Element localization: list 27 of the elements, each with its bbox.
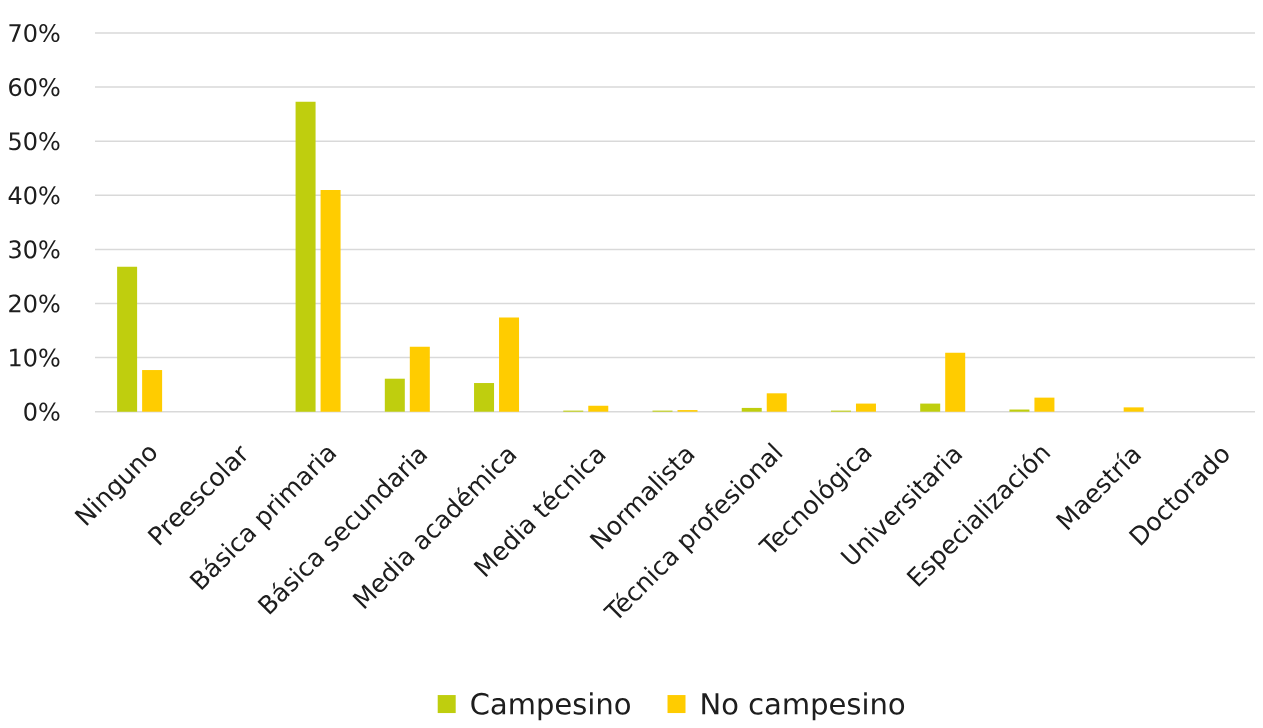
bar [409,346,430,412]
bar [1123,407,1144,412]
bar [474,383,495,412]
bar [588,405,609,412]
y-tick-label: 30% [9,240,60,259]
y-tick-label: 10% [10,348,60,367]
bar [920,403,941,412]
bar [855,403,876,412]
bar [766,393,787,412]
legend-label: Campesino [471,692,630,721]
bar [741,407,762,412]
y-tick-label: 60% [9,78,60,97]
bar [384,378,405,412]
y-tick-label: 40% [8,186,60,205]
bar [142,370,163,412]
bar [1009,409,1030,412]
bar [295,101,316,412]
y-tick-label: 20% [9,294,60,313]
bar [499,317,520,412]
y-tick-label: 0% [24,402,60,421]
bar [320,189,341,412]
legend-label: No campesino [702,692,905,721]
bar [1034,397,1055,412]
y-tick-label: 50% [9,132,60,151]
bar [117,266,138,412]
bar [945,352,966,412]
y-tick-label: 70% [9,23,60,43]
